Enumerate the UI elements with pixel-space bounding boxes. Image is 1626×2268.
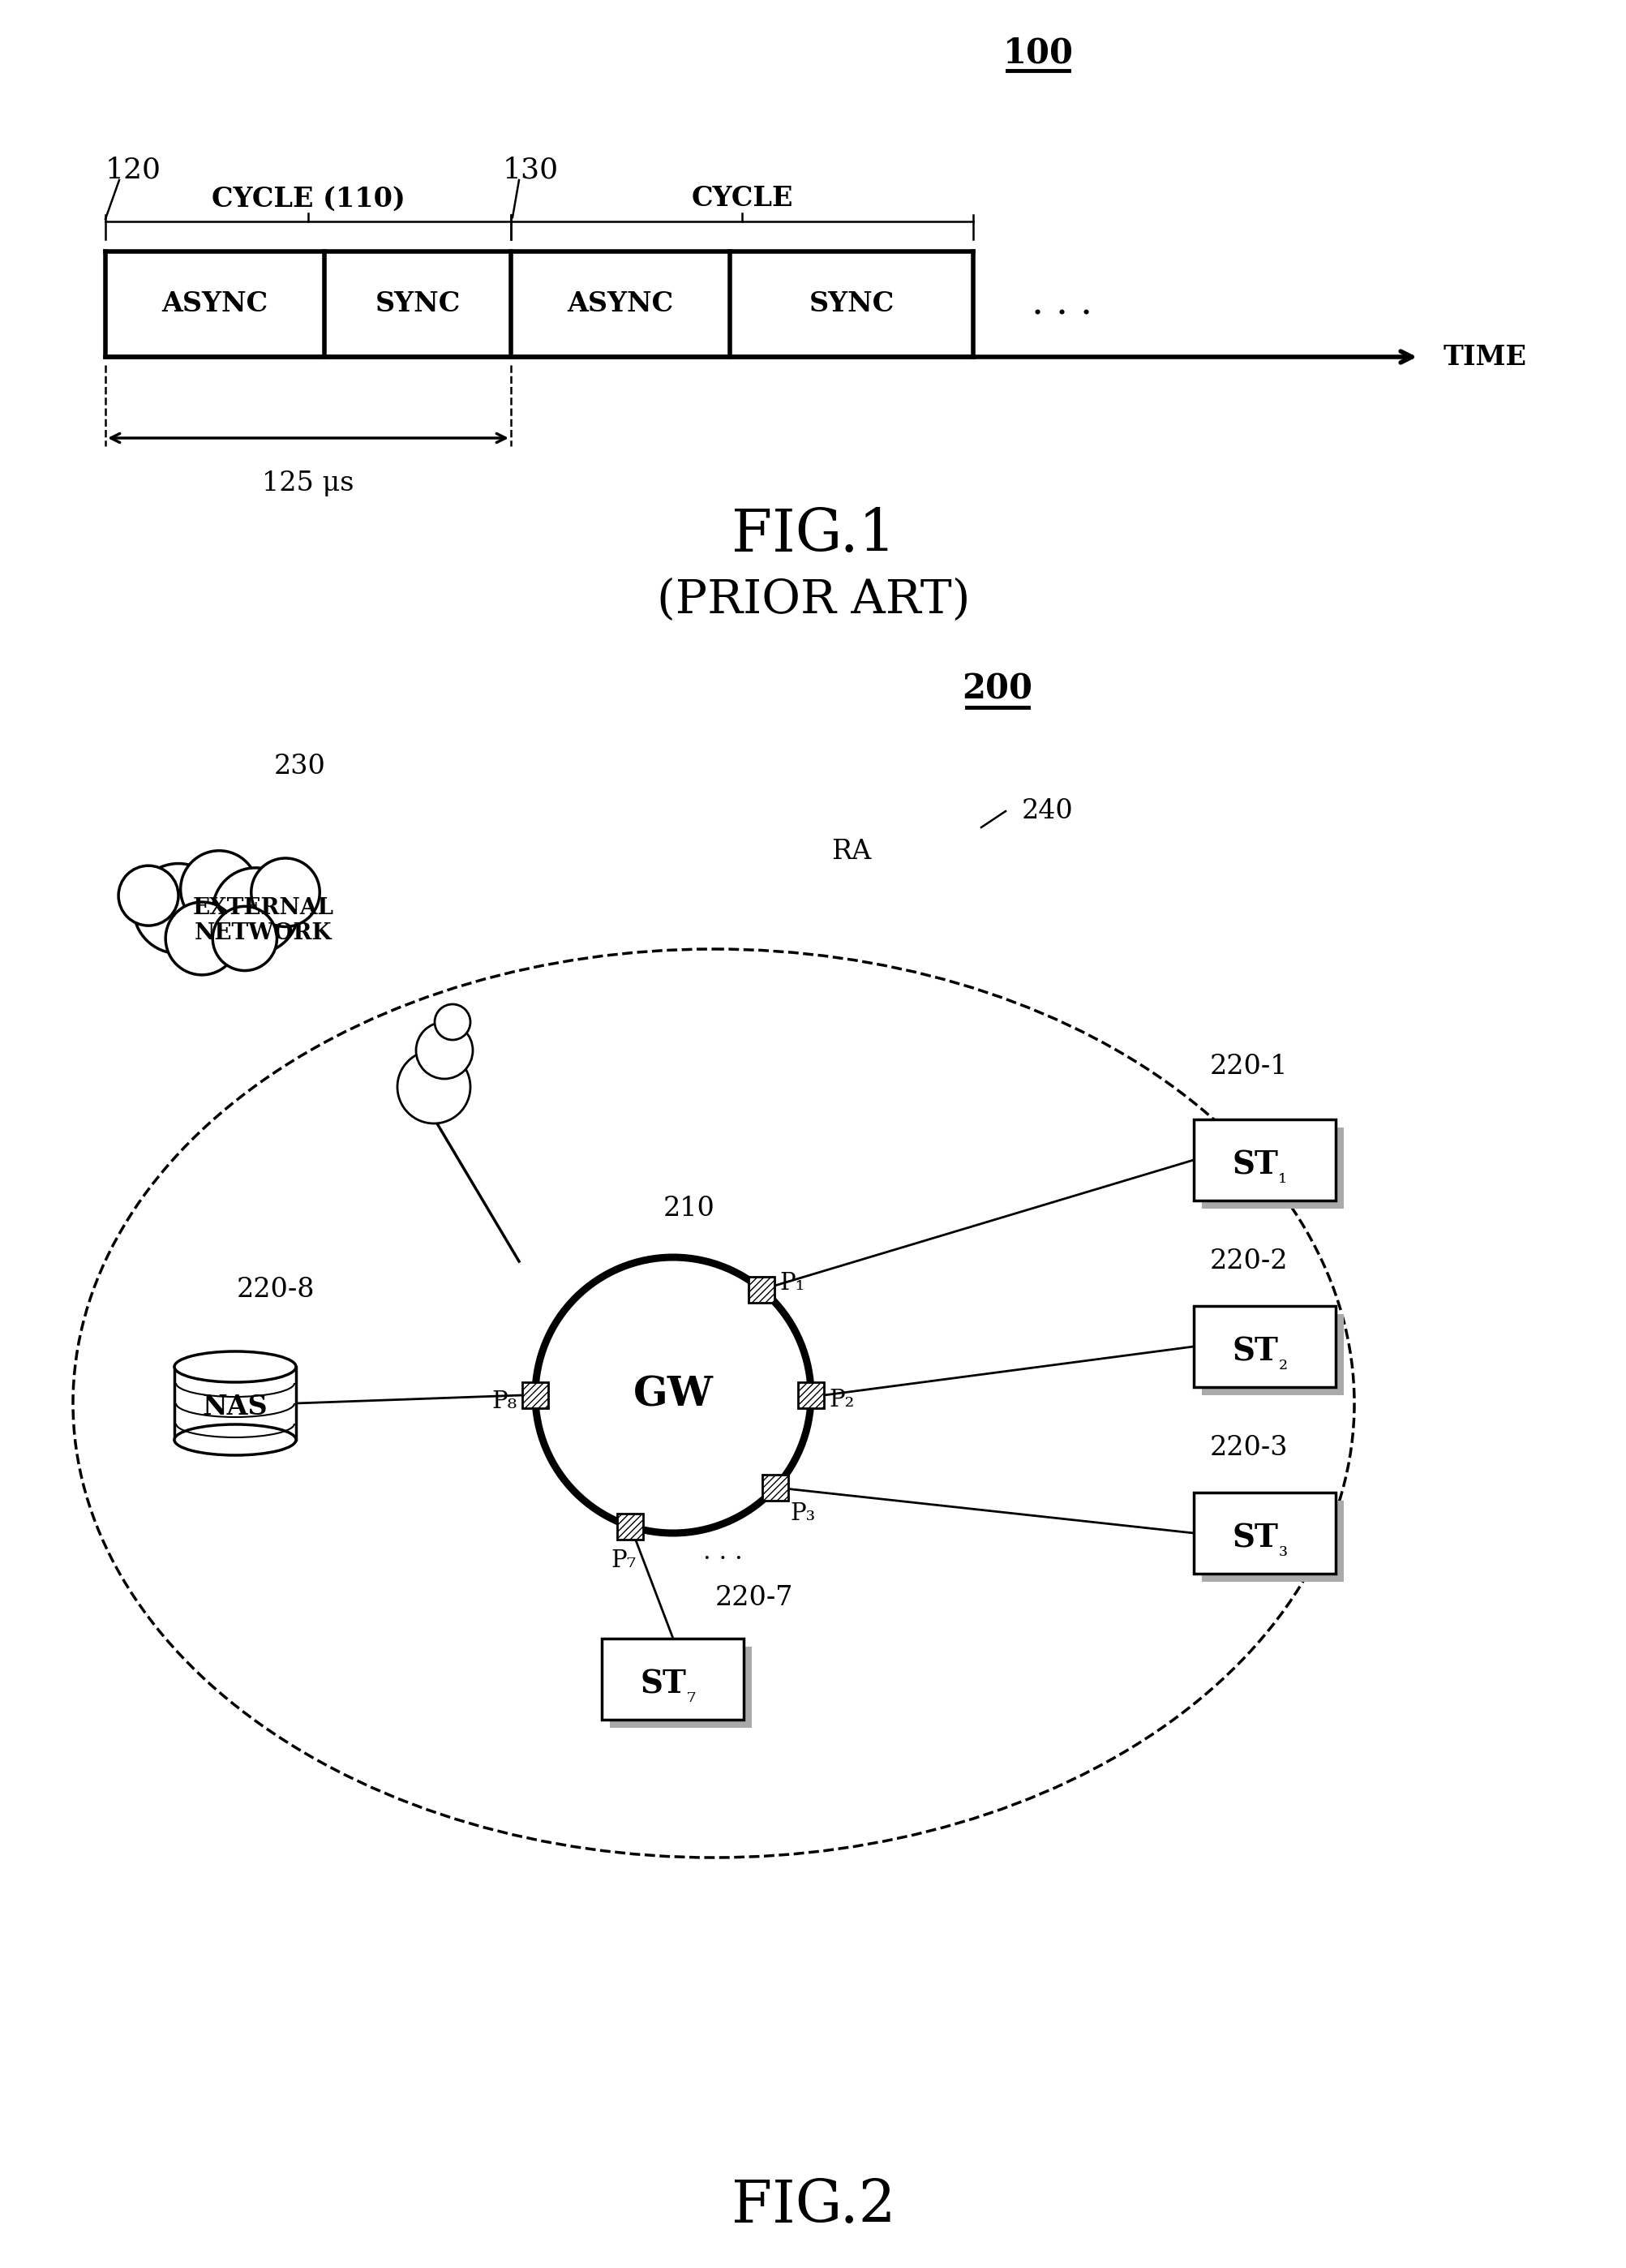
Circle shape xyxy=(133,864,223,953)
Text: GW: GW xyxy=(633,1374,712,1415)
Bar xyxy=(1202,1501,1343,1581)
Text: CYCLE: CYCLE xyxy=(691,186,792,213)
Text: SYNC: SYNC xyxy=(374,290,460,318)
Circle shape xyxy=(180,850,257,928)
Text: 200: 200 xyxy=(961,671,1033,708)
Bar xyxy=(748,1277,774,1302)
Circle shape xyxy=(434,1005,470,1041)
Text: ASYNC: ASYNC xyxy=(567,290,673,318)
Text: 220-1: 220-1 xyxy=(1210,1055,1288,1080)
Circle shape xyxy=(119,866,179,925)
Circle shape xyxy=(416,1023,473,1080)
Bar xyxy=(522,1381,548,1408)
Text: ST: ST xyxy=(1233,1336,1278,1368)
Text: ST: ST xyxy=(1233,1522,1278,1554)
Text: ₁: ₁ xyxy=(1278,1166,1286,1186)
Text: ASYNC: ASYNC xyxy=(161,290,268,318)
Bar xyxy=(798,1381,823,1408)
Bar xyxy=(763,1474,789,1501)
Text: CYCLE (110): CYCLE (110) xyxy=(211,186,405,213)
Text: P₇: P₇ xyxy=(611,1549,636,1572)
Text: 240: 240 xyxy=(1021,798,1073,823)
Bar xyxy=(618,1513,644,1540)
Bar xyxy=(610,1647,751,1728)
Text: ₂: ₂ xyxy=(1278,1352,1286,1374)
Circle shape xyxy=(250,857,320,928)
Text: FIG.2: FIG.2 xyxy=(730,2177,896,2234)
Text: ₃: ₃ xyxy=(1278,1538,1286,1560)
Text: 210: 210 xyxy=(663,1195,715,1222)
Bar xyxy=(1193,1492,1335,1574)
Circle shape xyxy=(397,1050,470,1123)
Text: ₇: ₇ xyxy=(686,1685,694,1706)
Text: . . .: . . . xyxy=(702,1540,743,1565)
Text: 100: 100 xyxy=(1002,36,1073,70)
Circle shape xyxy=(213,907,276,971)
Text: P₁: P₁ xyxy=(779,1272,805,1295)
Text: FIG.1: FIG.1 xyxy=(732,506,894,565)
Ellipse shape xyxy=(174,1352,296,1381)
Text: 130: 130 xyxy=(502,156,559,184)
Ellipse shape xyxy=(174,1424,296,1456)
Text: 220-2: 220-2 xyxy=(1210,1247,1288,1275)
Text: 125 μs: 125 μs xyxy=(262,469,354,497)
Bar xyxy=(1202,1313,1343,1395)
Text: RA: RA xyxy=(831,839,872,864)
Circle shape xyxy=(535,1256,811,1533)
Text: P₃: P₃ xyxy=(790,1501,815,1524)
Text: 120: 120 xyxy=(106,156,161,184)
Circle shape xyxy=(166,903,239,975)
Bar xyxy=(174,1368,296,1440)
Text: 220-3: 220-3 xyxy=(1210,1436,1288,1461)
Text: ST: ST xyxy=(641,1669,686,1699)
Bar xyxy=(602,1637,743,1719)
Text: TIME: TIME xyxy=(1442,342,1527,370)
Circle shape xyxy=(213,869,298,953)
Text: 220-8: 220-8 xyxy=(236,1277,315,1302)
Text: (PRIOR ART): (PRIOR ART) xyxy=(657,578,969,624)
Text: SYNC: SYNC xyxy=(808,290,894,318)
Text: 230: 230 xyxy=(275,753,325,780)
Text: P₂: P₂ xyxy=(828,1388,854,1411)
Bar xyxy=(1202,1127,1343,1209)
Text: P₈: P₈ xyxy=(491,1390,517,1413)
Bar xyxy=(1193,1306,1335,1388)
Bar xyxy=(1193,1120,1335,1200)
Text: . . .: . . . xyxy=(1031,286,1093,322)
Text: ST: ST xyxy=(1233,1150,1278,1179)
Text: 220-7: 220-7 xyxy=(715,1585,793,1610)
Text: NAS: NAS xyxy=(202,1395,268,1420)
Text: EXTERNAL
NETWORK: EXTERNAL NETWORK xyxy=(193,898,333,943)
